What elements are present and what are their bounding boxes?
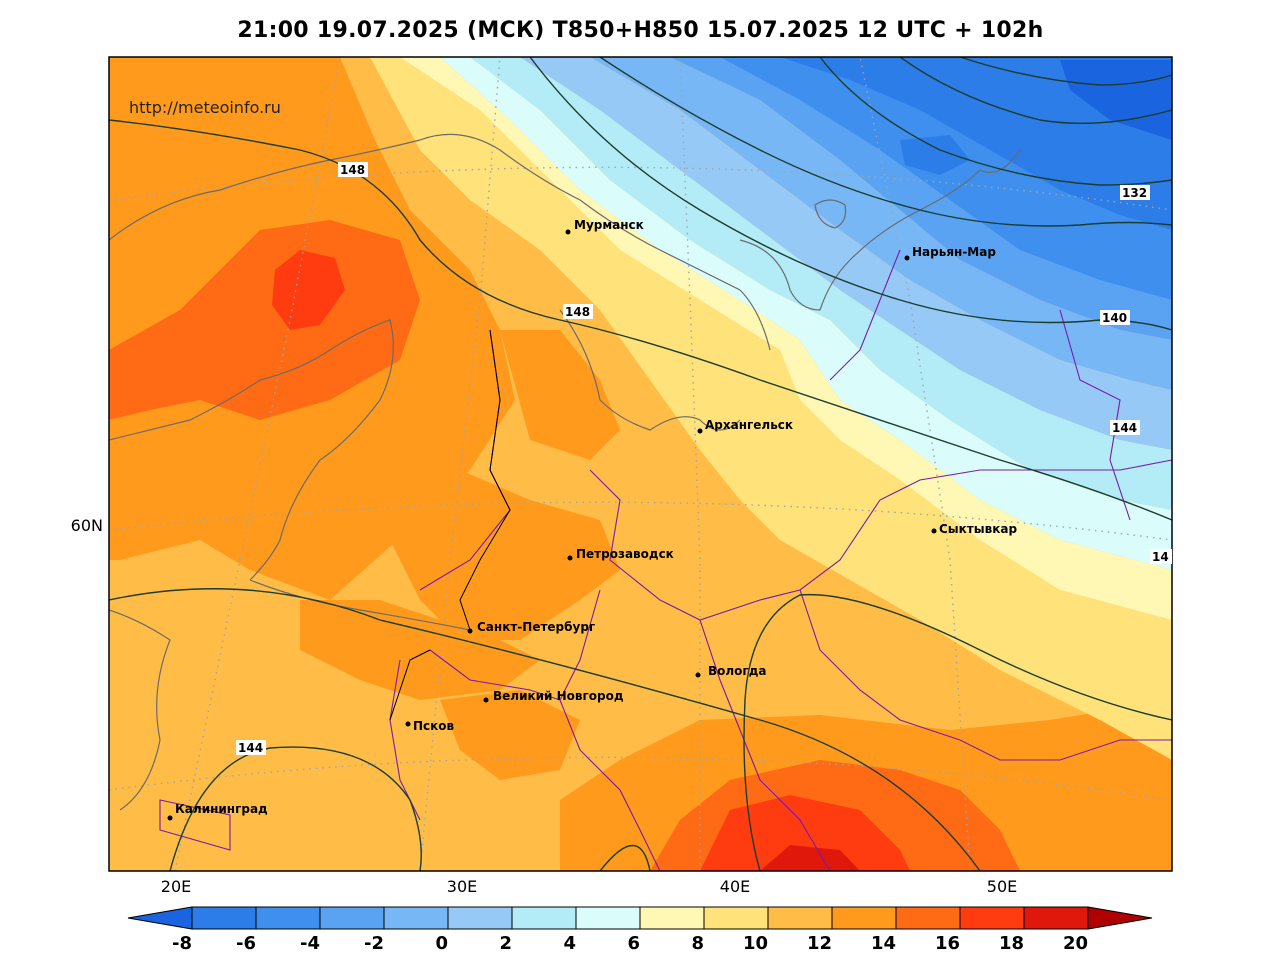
zone-hot-finland	[272, 250, 345, 330]
city-label: Санкт-Петербург	[477, 620, 595, 634]
map-title: 21:00 19.07.2025 (МСК) T850+H850 15.07.2…	[237, 18, 1044, 43]
city-label: Калининград	[175, 802, 268, 816]
zone-lightblue	[510, 57, 1172, 450]
contour-label: 144	[238, 741, 263, 755]
zone-cyan	[460, 57, 1172, 510]
colorbar-tick-label: 16	[935, 933, 960, 954]
city-label: Псков	[413, 719, 455, 733]
city-label: Нарьян-Мар	[912, 245, 996, 259]
colorbar: -8 -6 -4 -2 0 2 4 6 8 10 12 14 16 18 20	[127, 906, 1153, 954]
colorbar-segment	[191, 906, 257, 930]
zone-red-finland	[109, 220, 420, 420]
colorbar-tick-label: 12	[807, 933, 832, 954]
colorbar-segment	[511, 906, 577, 930]
colorbar-under-arrow	[127, 906, 193, 930]
colorbar-segment	[255, 906, 321, 930]
watermark-url: http://meteoinfo.ru	[129, 98, 281, 117]
colorbar-tick-label: -8	[172, 933, 192, 954]
colorbar-segment	[831, 906, 897, 930]
zone-blue5	[1060, 60, 1172, 140]
zone-palecyan	[420, 57, 1172, 570]
colorbar-tick-label: 14	[871, 933, 896, 954]
colorbar-tick-label: -6	[236, 933, 256, 954]
colorbar-segment	[319, 906, 385, 930]
lon-label: 50E	[987, 877, 1017, 896]
city-label: Мурманск	[574, 218, 644, 232]
colorbar-segment	[447, 906, 513, 930]
city-label: Архангельск	[705, 418, 793, 432]
contour-label: 14	[1152, 550, 1169, 564]
contour-label: 148	[340, 163, 365, 177]
graticule	[109, 57, 1172, 871]
colorbar-tick-label: 8	[691, 933, 704, 954]
colorbar-tick-label: 0	[435, 933, 448, 954]
coastlines	[109, 133, 1021, 811]
lat-label: 60N	[71, 516, 103, 535]
colorbar-tick-label: 10	[743, 933, 768, 954]
colorbar-segment	[1023, 906, 1089, 930]
lon-label: 40E	[720, 877, 750, 896]
colorbar-tick-label: 6	[627, 933, 640, 954]
zone-orange-whitesea	[500, 330, 620, 460]
city-label: Вологда	[708, 664, 766, 678]
contour-label-group: 148 148 132 140 144 14 144	[236, 162, 1172, 755]
colorbar-segment	[383, 906, 449, 930]
zone-orange-novgorod	[440, 690, 580, 780]
zone-orange-spb	[300, 600, 540, 700]
colorbar-tick-label: 20	[1063, 933, 1088, 954]
map-frame	[108, 56, 1173, 872]
lon-label: 20E	[161, 877, 191, 896]
zone-hottest-south	[760, 845, 860, 871]
axis-labels: 20E 30E 40E 50E 60N	[71, 516, 1018, 896]
contour-label: 140	[1102, 311, 1127, 325]
colorbar-tick-label: 18	[999, 933, 1024, 954]
contour-label: 132	[1122, 186, 1147, 200]
zone-orange-karelia	[380, 470, 620, 640]
city-label: Сыктывкар	[939, 522, 1017, 536]
city-label: Петрозаводск	[576, 547, 674, 561]
colorbar-tick-label: 2	[499, 933, 512, 954]
zone-yellow	[370, 57, 1172, 760]
colorbar-segment	[895, 906, 961, 930]
zone-paleyellow	[400, 57, 1172, 620]
zone-blue1	[580, 57, 1172, 390]
city-label: Великий Новгород	[493, 689, 624, 703]
lon-label: 30E	[447, 877, 477, 896]
zone-blue4	[780, 57, 1172, 230]
colorbar-segment	[767, 906, 833, 930]
zone-hot-south	[700, 795, 910, 871]
city-markers: Мурманск Нарьян-Мар Архангельск Сыктывка…	[167, 218, 1017, 821]
colorbar-segment	[575, 906, 641, 930]
contour-label: 144	[1112, 421, 1137, 435]
contour-label: 148	[565, 305, 590, 319]
colorbar-tick-label: -4	[300, 933, 320, 954]
colorbar-tick-label: 4	[563, 933, 576, 954]
colorbar-segment	[639, 906, 705, 930]
temperature-field	[109, 57, 1172, 871]
colorbar-over-arrow	[1087, 906, 1153, 930]
colorbar-segment	[959, 906, 1025, 930]
state-borders	[389, 329, 511, 721]
colorbar-segment	[703, 906, 769, 930]
region-borders	[159, 249, 1172, 871]
colorbar-tick-label: -2	[364, 933, 384, 954]
